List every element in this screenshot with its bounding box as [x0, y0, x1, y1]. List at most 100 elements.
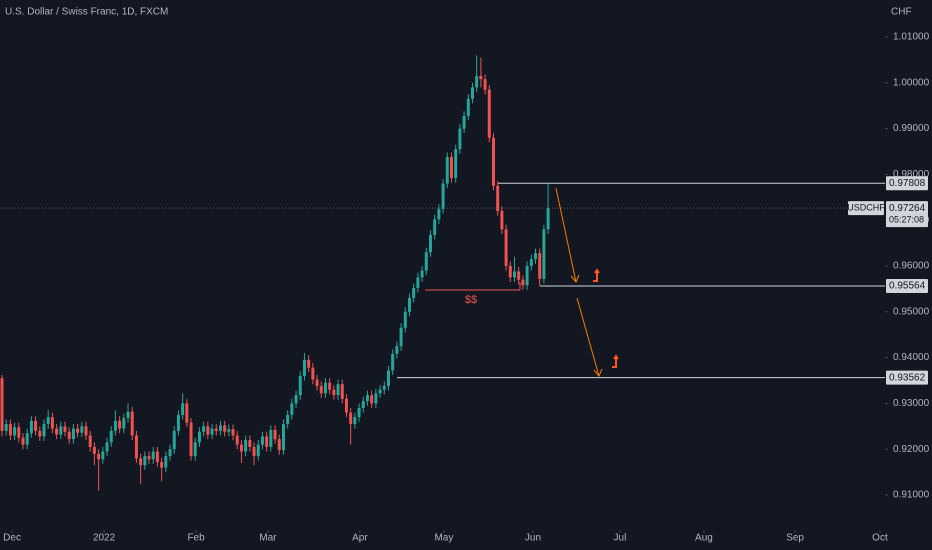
symbol-label: USDCHF — [847, 202, 885, 212]
candle-body — [76, 428, 80, 433]
candle-body — [391, 353, 395, 371]
x-tick-label: Sep — [786, 533, 804, 544]
candle-body — [265, 436, 269, 447]
y-tick-label: 0.98000 — [893, 169, 930, 180]
candle-body — [546, 208, 550, 230]
candle-body — [361, 401, 365, 408]
candle-body — [479, 75, 483, 80]
candle-body — [92, 446, 96, 454]
candle-body — [298, 375, 302, 396]
candle-body — [176, 414, 180, 431]
candle-body — [332, 389, 336, 396]
candle-body — [210, 428, 214, 435]
candle-body — [139, 458, 143, 466]
candle-body — [223, 425, 227, 432]
candle-body — [71, 428, 75, 440]
candle-body — [8, 424, 12, 436]
candle-body — [336, 384, 340, 396]
candle-body — [412, 287, 416, 299]
candle-body — [407, 298, 411, 312]
candle-body — [88, 435, 92, 447]
x-tick-label: Apr — [352, 533, 368, 544]
x-tick-label: Jun — [525, 533, 541, 544]
candle-body — [17, 427, 21, 438]
x-tick-label: Oct — [872, 533, 888, 544]
candle-body — [109, 430, 113, 443]
level-label: 0.97808 — [889, 178, 926, 189]
candle-body — [533, 253, 537, 260]
candle-body — [239, 444, 243, 452]
candle-body — [424, 252, 428, 271]
candle-body — [105, 442, 109, 452]
candle-body — [500, 211, 504, 230]
candle-body — [29, 420, 33, 434]
candle-body — [357, 407, 361, 418]
candle-body — [34, 420, 38, 431]
currency-label: CHF — [891, 7, 912, 18]
candle-body — [160, 462, 164, 468]
candle-body — [437, 208, 441, 220]
candle-body — [4, 424, 8, 431]
candle-body — [475, 75, 479, 88]
candle-body — [508, 266, 512, 278]
candle-body — [349, 412, 353, 425]
candle-body — [395, 346, 399, 354]
candle-body — [344, 398, 348, 413]
candle-body — [454, 149, 458, 179]
candle-body — [269, 429, 273, 447]
candle-body — [386, 370, 390, 387]
candle-body — [50, 417, 54, 429]
signal-icons — [593, 268, 619, 368]
candle-body — [218, 425, 222, 431]
candle-body — [97, 453, 101, 460]
candle-body — [155, 451, 159, 463]
candle-body — [307, 359, 311, 368]
arrow — [576, 297, 600, 377]
candle-body — [235, 435, 239, 445]
y-tick-label: 1.01000 — [893, 32, 930, 43]
candle-body — [206, 426, 210, 435]
candle-body — [323, 382, 327, 394]
candle-body — [512, 271, 516, 278]
candle-body — [458, 128, 462, 150]
y-tick-label: 0.99000 — [893, 123, 930, 134]
candle-body — [319, 386, 323, 394]
symbol-box — [848, 201, 884, 216]
candle-body — [143, 456, 147, 466]
y-tick-label: 1.00000 — [893, 77, 930, 88]
chart-title: U.S. Dollar / Swiss Franc, 1D, FXCM — [5, 7, 168, 18]
level-label: 0.95564 — [889, 281, 926, 292]
arrow — [555, 187, 577, 283]
candle-body — [67, 431, 71, 440]
candle-body — [462, 115, 466, 129]
candle-body — [470, 87, 474, 99]
arrows — [555, 187, 603, 377]
candle-body — [466, 98, 470, 116]
candle-body — [290, 403, 294, 415]
x-tick-label: Aug — [695, 533, 713, 544]
candle-body — [260, 436, 264, 445]
candle-body — [252, 446, 256, 457]
candle-body — [416, 277, 420, 288]
candle-body — [328, 382, 332, 390]
candle-body — [214, 428, 218, 431]
candle-body — [302, 359, 306, 376]
candle-body — [185, 403, 189, 423]
candle-body — [517, 271, 521, 280]
candle-body — [248, 440, 252, 447]
last-price-box — [886, 201, 928, 228]
candle-body — [483, 79, 487, 90]
arrow-head — [570, 274, 580, 283]
y-tick-label: 0.92000 — [893, 444, 930, 455]
level-label: 0.93562 — [889, 372, 926, 383]
candle-body — [202, 426, 206, 432]
candle-body — [525, 266, 529, 286]
y-tick-label: 0.94000 — [893, 352, 930, 363]
candle-body — [25, 433, 29, 445]
candle-body — [441, 183, 445, 209]
plot — [0, 55, 885, 491]
level-label-box — [886, 176, 928, 191]
candle-body — [378, 389, 382, 394]
candle-body — [449, 157, 453, 179]
